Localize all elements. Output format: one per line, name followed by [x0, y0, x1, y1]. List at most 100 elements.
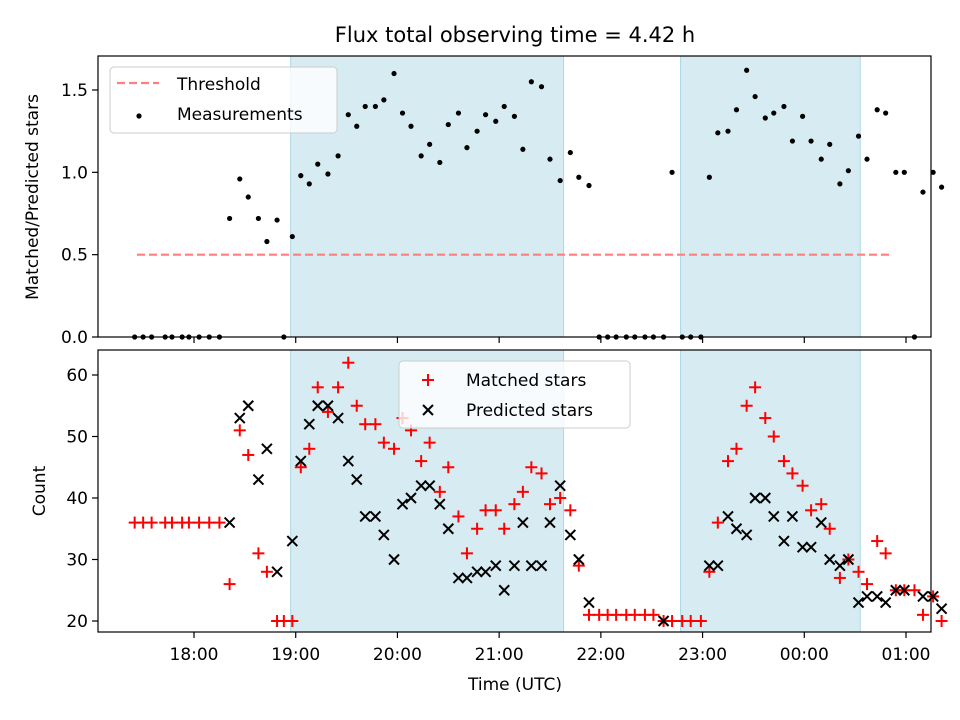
predicted-legend-swatch: [422, 404, 434, 416]
measurement-point: [455, 110, 462, 116]
measurement-point: [567, 149, 573, 156]
measurement-point: [706, 174, 712, 180]
predicted-point: [295, 455, 307, 467]
matched-legend-swatch: [422, 374, 434, 386]
matched-point: [582, 608, 595, 621]
measurement-point: [274, 217, 280, 223]
x-tick-label: 00:00: [780, 645, 829, 665]
predicted-point: [564, 529, 577, 541]
measurement-point: [939, 184, 945, 190]
measurement-point: [325, 171, 331, 177]
predicted-point: [778, 535, 790, 547]
matched-point: [252, 547, 265, 560]
measurement-point: [715, 130, 721, 136]
matched-point: [223, 578, 236, 591]
measurement-point: [733, 107, 740, 113]
predicted-point: [498, 584, 510, 596]
predicted-point: [898, 584, 911, 596]
measurement-point: [818, 156, 824, 162]
predicted-stars-points: [223, 400, 948, 627]
predicted-point: [796, 541, 809, 553]
matched-point: [516, 485, 529, 498]
matched-point: [694, 615, 707, 627]
matched-point: [703, 565, 716, 578]
matched-point: [833, 571, 846, 584]
measurement-point: [345, 112, 351, 118]
x-tick-label: 01:00: [882, 645, 931, 665]
measurement-point: [920, 189, 926, 195]
matched-point: [242, 448, 255, 461]
matched-point: [303, 442, 316, 455]
measurement-point: [511, 113, 517, 119]
predicted-point: [544, 516, 556, 529]
matched-point: [815, 498, 828, 511]
predicted-point: [461, 572, 473, 584]
predicted-point: [388, 553, 400, 566]
top-legend: Threshold Measurements: [109, 66, 338, 134]
measurement-point: [901, 169, 907, 175]
matched-point: [908, 584, 921, 597]
matched-point: [684, 615, 697, 627]
measurement-point: [474, 128, 480, 134]
top-legend-box: [109, 66, 338, 134]
predicted-point: [927, 590, 939, 603]
predicted-point: [423, 479, 436, 492]
matched-point: [722, 455, 734, 468]
y-tick-label: 20: [66, 612, 88, 632]
measurement-point: [547, 156, 553, 162]
measurement-point: [362, 103, 368, 110]
threshold-legend-label: Threshold: [176, 75, 261, 95]
measurement-point: [789, 138, 796, 144]
measurement-point: [837, 181, 843, 187]
measurement-point: [930, 169, 936, 175]
matched-point: [423, 436, 436, 449]
predicted-point: [703, 559, 716, 572]
measurement-point: [408, 123, 414, 129]
x-tick-label: 22:00: [576, 645, 625, 665]
bottom-y-axis-label: Count: [30, 465, 50, 516]
measurement-point: [255, 215, 262, 222]
matched-point: [871, 535, 884, 548]
matched-legend-label: Matched stars: [466, 371, 586, 391]
measurement-point: [464, 145, 470, 151]
predicted-point: [223, 516, 236, 529]
matched-point: [165, 516, 178, 529]
bottom-plot-frame: [97, 349, 932, 633]
predicted-point: [415, 479, 427, 492]
y-tick-label: 50: [66, 428, 88, 448]
count-panel: 20 30 40 50 60 18:00 19:00 20:00 21:00 22:00 23:0…: [30, 349, 948, 695]
matched-point: [213, 516, 226, 529]
measurement-point: [528, 79, 534, 85]
predicted-point: [554, 479, 566, 492]
predicted-point: [871, 590, 883, 603]
measurement-point: [744, 67, 750, 73]
measurement-point: [298, 173, 304, 179]
predicted-point: [471, 566, 483, 578]
matched-point: [749, 381, 762, 394]
measurement-point: [391, 70, 397, 77]
measurement-point: [827, 141, 833, 147]
top-y-axis-label: Matched/Predicted stars: [23, 94, 43, 300]
predicted-point: [322, 400, 334, 412]
matched-point: [805, 504, 818, 517]
measurement-point: [845, 168, 851, 174]
matched-point: [935, 615, 948, 627]
predicted-point: [834, 559, 846, 572]
predicted-point: [657, 615, 670, 627]
matched-point: [796, 479, 809, 492]
predicted-point: [935, 602, 948, 615]
predicted-point: [378, 529, 390, 541]
predicted-point: [535, 559, 548, 572]
predicted-point: [434, 498, 446, 510]
x-tick-label: 20:00: [373, 645, 422, 665]
measurement-point: [245, 194, 251, 200]
matched-point: [535, 467, 548, 480]
y-tick-label: 0.0: [61, 328, 88, 348]
measurement-point: [864, 156, 870, 162]
predicted-point: [759, 492, 772, 504]
matched-point: [610, 608, 623, 621]
y-tick-label: 40: [66, 489, 88, 509]
x-tick-label: 21:00: [475, 645, 524, 665]
matched-point: [786, 467, 799, 480]
predicted-point: [369, 510, 382, 523]
